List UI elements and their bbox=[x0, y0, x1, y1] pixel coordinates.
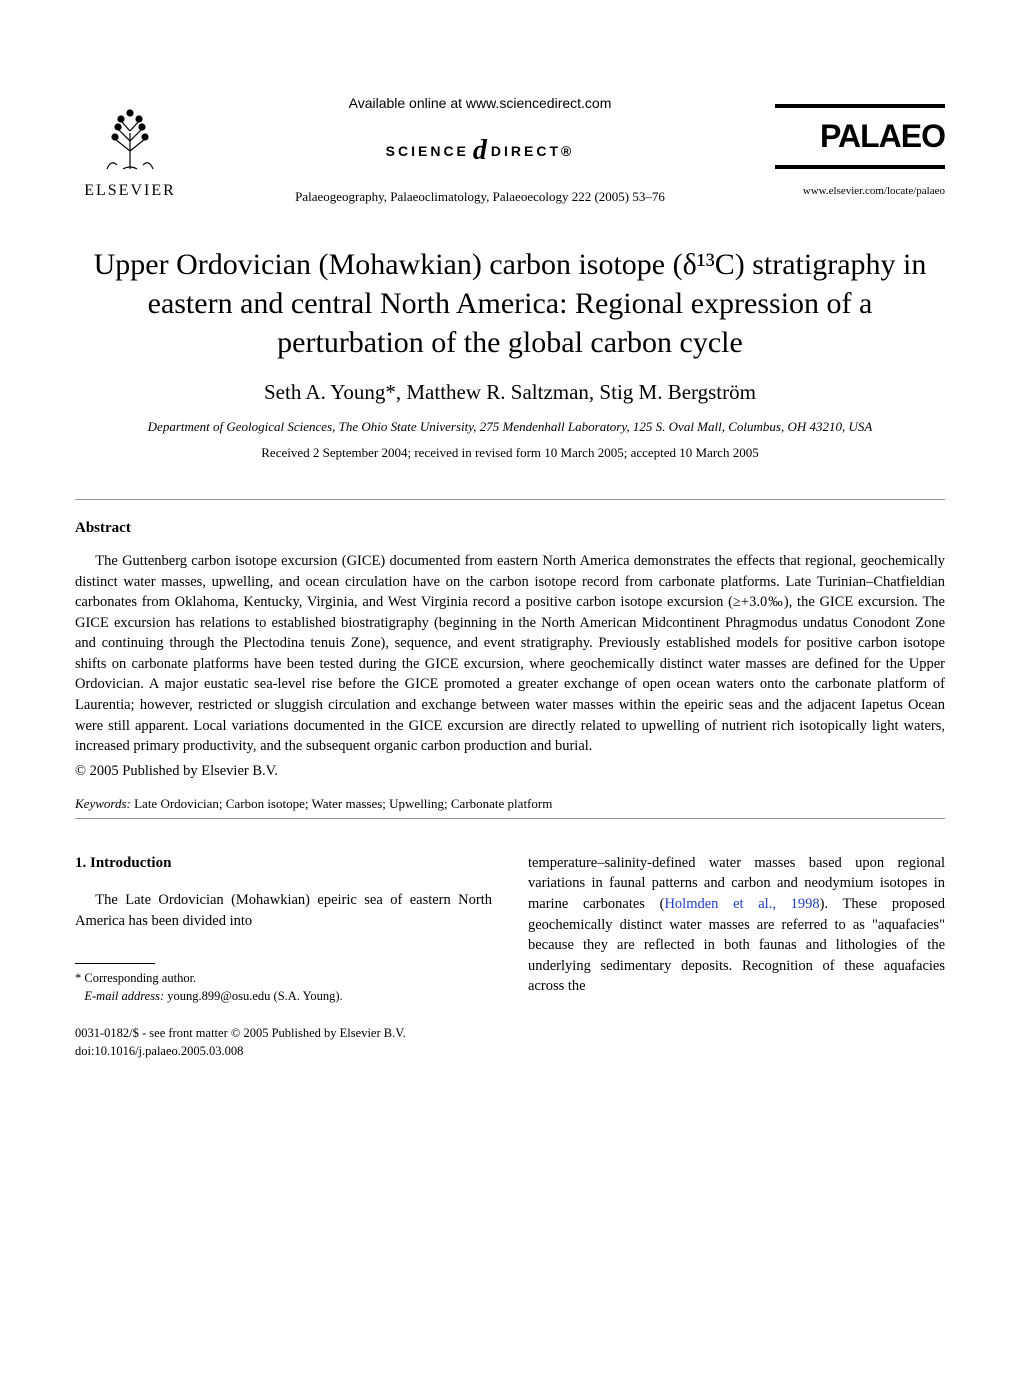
left-column: 1. Introduction The Late Ordovician (Moh… bbox=[75, 853, 492, 1060]
section-1-heading: 1. Introduction bbox=[75, 853, 492, 874]
right-column: temperature–salinity-defined water masse… bbox=[528, 853, 945, 1060]
intro-paragraph-right: temperature–salinity-defined water masse… bbox=[528, 853, 945, 997]
authors-line: Seth A. Young*, Matthew R. Saltzman, Sti… bbox=[75, 380, 945, 405]
affiliation: Department of Geological Sciences, The O… bbox=[75, 419, 945, 435]
corresponding-text: * Corresponding author. bbox=[75, 970, 492, 988]
elsevier-logo-block: ELSEVIER bbox=[75, 101, 185, 200]
journal-header: ELSEVIER Available online at www.science… bbox=[75, 95, 945, 205]
palaeo-logo: PALAEO bbox=[775, 104, 945, 169]
footer-line2: doi:10.1016/j.palaeo.2005.03.008 bbox=[75, 1043, 492, 1061]
email-label: E-mail address: bbox=[84, 989, 164, 1003]
citation-link[interactable]: Holmden et al., 1998 bbox=[664, 896, 819, 912]
keywords-line: Keywords: Late Ordovician; Carbon isotop… bbox=[75, 796, 945, 812]
abstract-bottom-rule bbox=[75, 818, 945, 819]
article-dates: Received 2 September 2004; received in r… bbox=[75, 445, 945, 461]
abstract-body: The Guttenberg carbon isotope excursion … bbox=[75, 551, 945, 757]
header-center: Available online at www.sciencedirect.co… bbox=[185, 95, 775, 205]
elsevier-label: ELSEVIER bbox=[84, 182, 176, 200]
palaeo-block: PALAEO www.elsevier.com/locate/palaeo bbox=[775, 104, 945, 197]
abstract-top-rule bbox=[75, 499, 945, 500]
intro-paragraph-left: The Late Ordovician (Mohawkian) epeiric … bbox=[75, 890, 492, 931]
authors-text: Seth A. Young*, Matthew R. Saltzman, Sti… bbox=[264, 380, 756, 404]
email-line: E-mail address: young.899@osu.edu (S.A. … bbox=[75, 988, 492, 1006]
elsevier-tree-icon bbox=[93, 101, 168, 186]
email-value: young.899@osu.edu (S.A. Young). bbox=[164, 989, 343, 1003]
abstract-copyright: © 2005 Published by Elsevier B.V. bbox=[75, 763, 945, 780]
article-title: Upper Ordovician (Mohawkian) carbon isot… bbox=[75, 245, 945, 362]
sciencedirect-logo: SCIENCE d DIRECT® bbox=[386, 135, 575, 167]
footer-meta: 0031-0182/$ - see front matter © 2005 Pu… bbox=[75, 1025, 492, 1060]
keywords-text: Late Ordovician; Carbon isotope; Water m… bbox=[131, 796, 552, 811]
sciencedirect-right: DIRECT® bbox=[491, 143, 574, 159]
keywords-label: Keywords: bbox=[75, 796, 131, 811]
palaeo-url: www.elsevier.com/locate/palaeo bbox=[803, 185, 945, 197]
sciencedirect-d-icon: d bbox=[473, 135, 487, 167]
footnote-rule bbox=[75, 963, 155, 964]
journal-citation: Palaeogeography, Palaeoclimatology, Pala… bbox=[295, 189, 665, 205]
available-online-text: Available online at www.sciencedirect.co… bbox=[349, 95, 612, 111]
body-columns: 1. Introduction The Late Ordovician (Moh… bbox=[75, 853, 945, 1060]
sciencedirect-left: SCIENCE bbox=[386, 143, 469, 159]
corresponding-author-footnote: * Corresponding author. E-mail address: … bbox=[75, 970, 492, 1005]
abstract-heading: Abstract bbox=[75, 520, 945, 537]
footer-line1: 0031-0182/$ - see front matter © 2005 Pu… bbox=[75, 1025, 492, 1043]
